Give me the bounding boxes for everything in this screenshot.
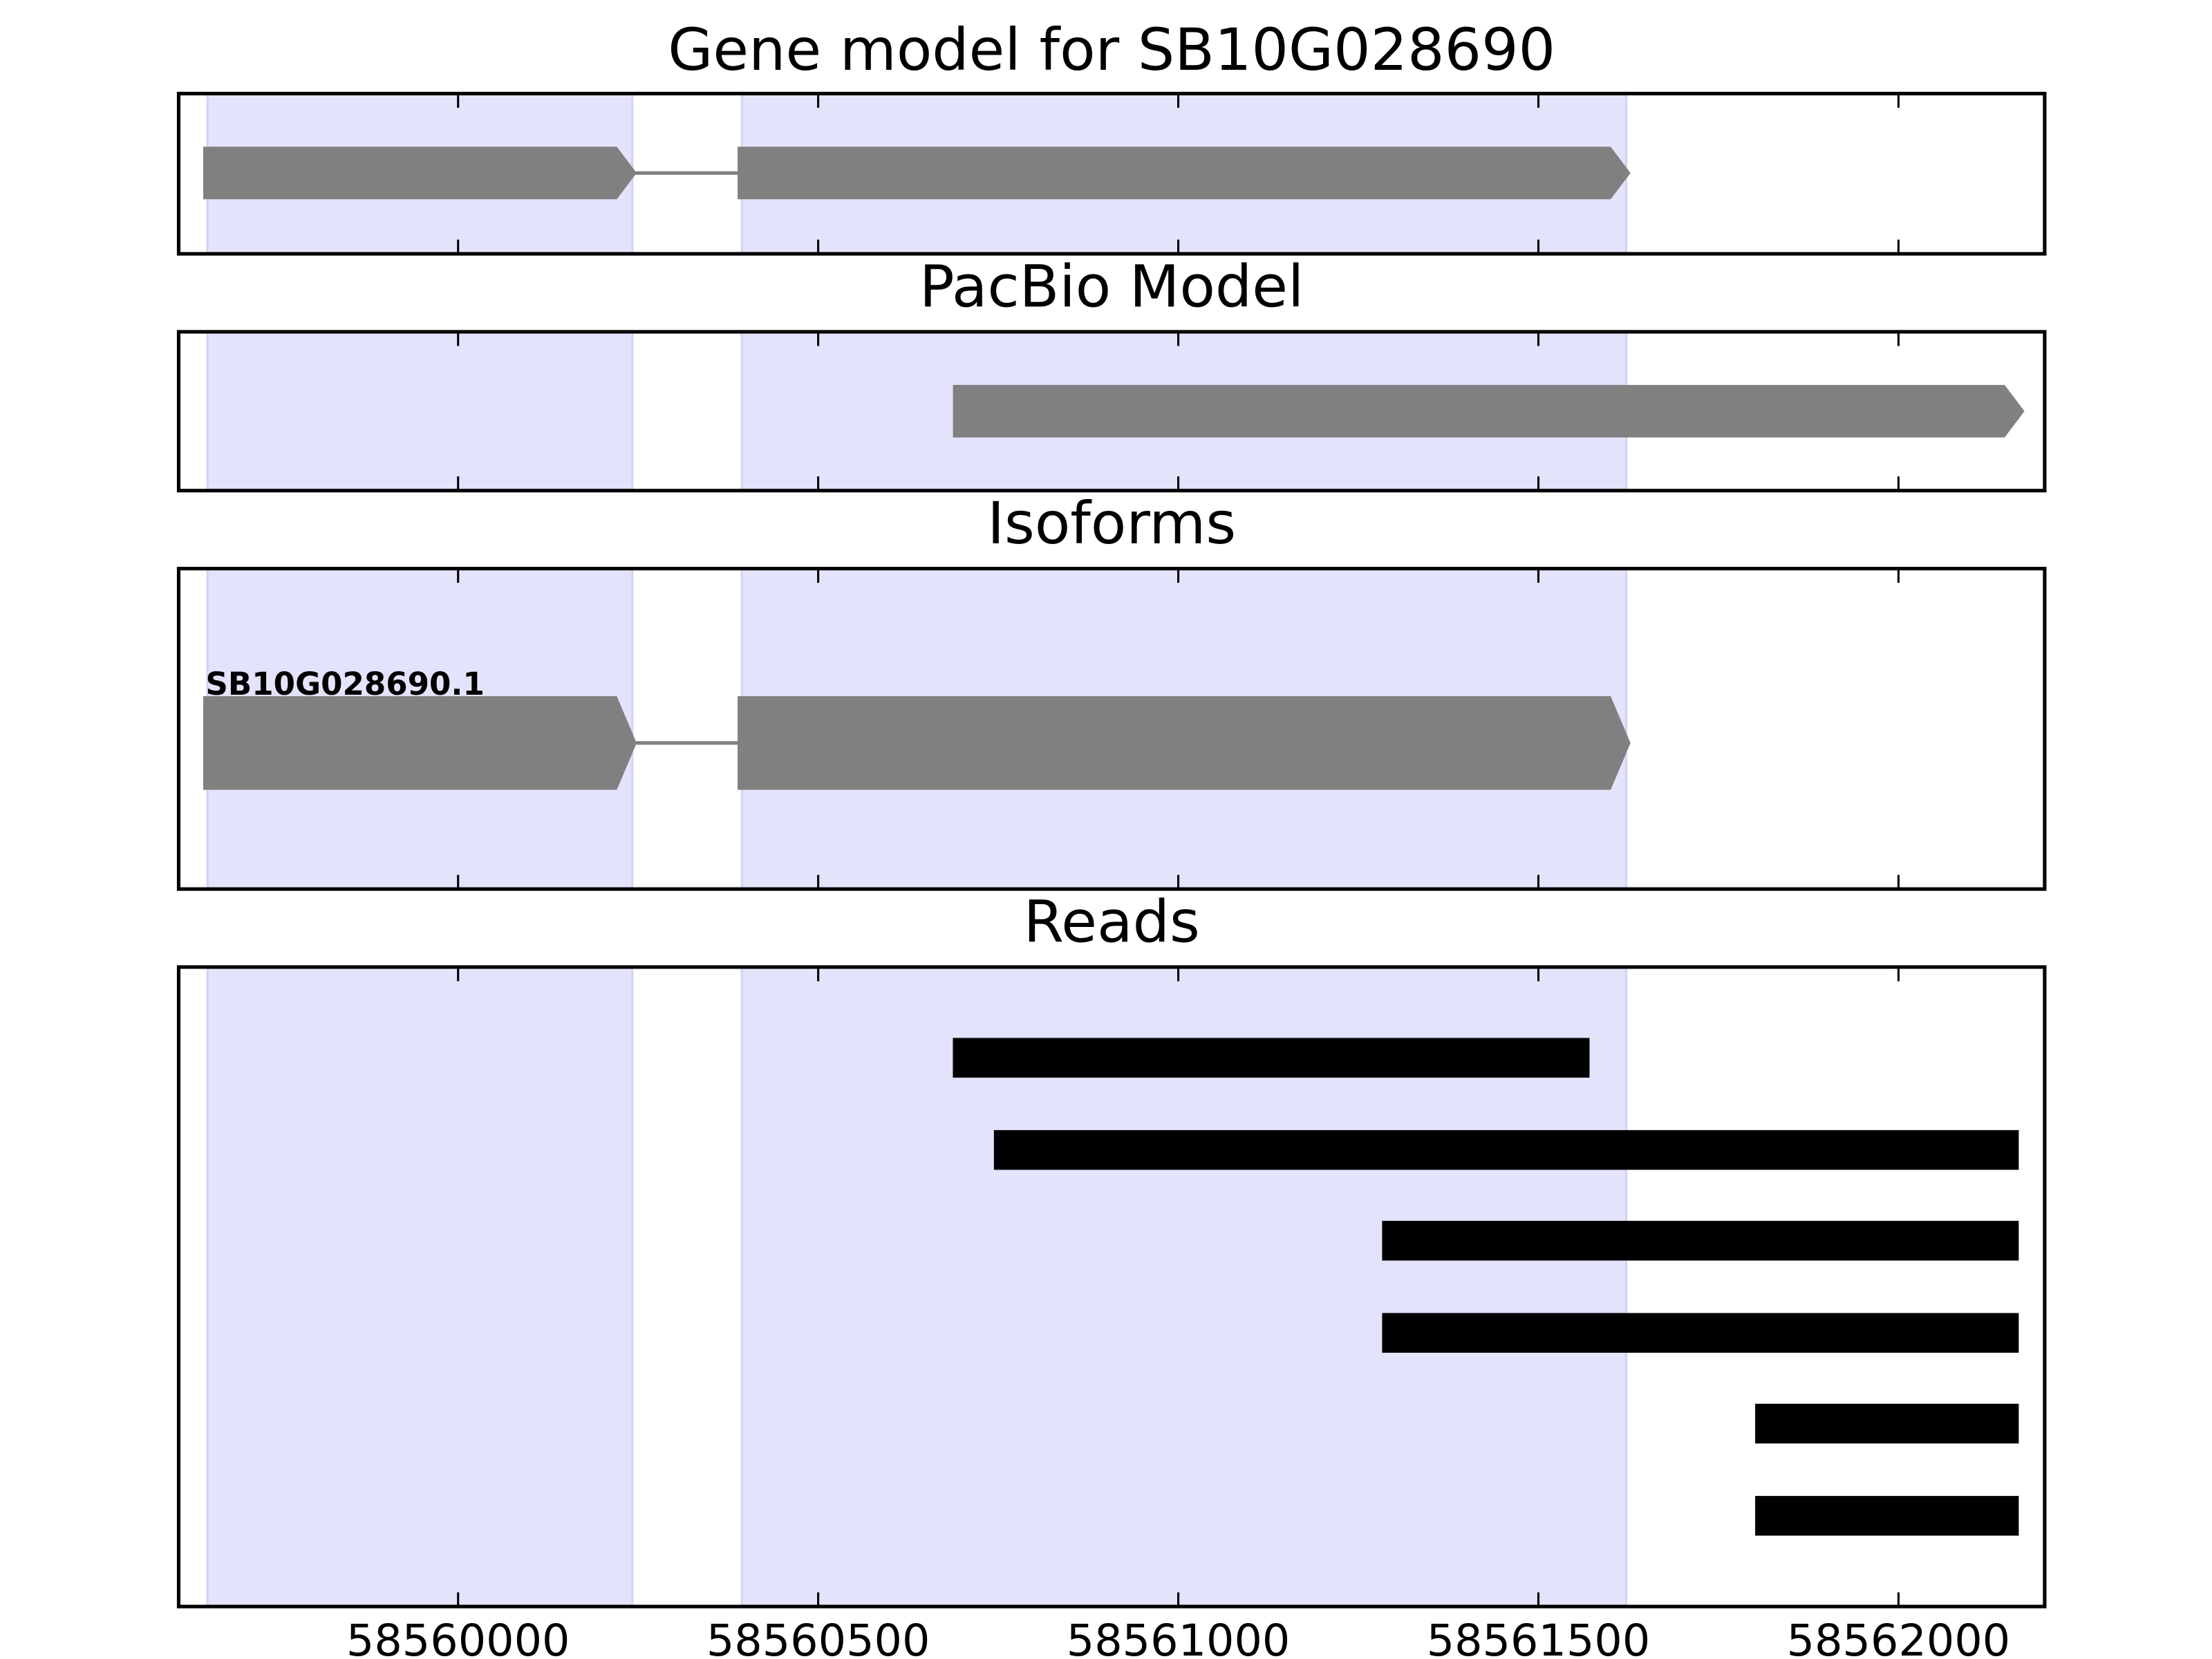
panel-frame: [176, 91, 2047, 256]
exon: [953, 384, 2025, 438]
x-tick-label: 58561000: [1067, 1615, 1291, 1659]
highlight-region: [206, 966, 634, 1608]
panel-title: PacBio Model: [919, 252, 1304, 320]
x-tick-label: 58560500: [706, 1615, 930, 1659]
exon: [738, 696, 1631, 790]
panel-frame: [176, 965, 2047, 1609]
panel-title: Gene model for SB10G028690: [668, 16, 1555, 84]
panel-title: Reads: [1024, 888, 1200, 955]
read: [1382, 1221, 2019, 1261]
x-tick-label: 58560000: [346, 1615, 570, 1659]
isoform-label: SB10G028690.1: [205, 666, 485, 702]
read: [953, 1038, 1590, 1078]
panel-title: Isoforms: [987, 489, 1236, 557]
x-tick-label: 58561500: [1427, 1615, 1651, 1659]
read: [1382, 1313, 2019, 1353]
read: [1755, 1496, 2019, 1536]
highlight-region: [206, 330, 634, 492]
read: [1755, 1403, 2019, 1444]
panel-frame: [176, 567, 2047, 891]
x-tick-label: 58562000: [1787, 1615, 2011, 1659]
exon: [203, 696, 637, 790]
panel-frame: [176, 330, 2047, 493]
read: [993, 1130, 2019, 1170]
exon: [203, 147, 637, 200]
exon: [738, 147, 1631, 200]
